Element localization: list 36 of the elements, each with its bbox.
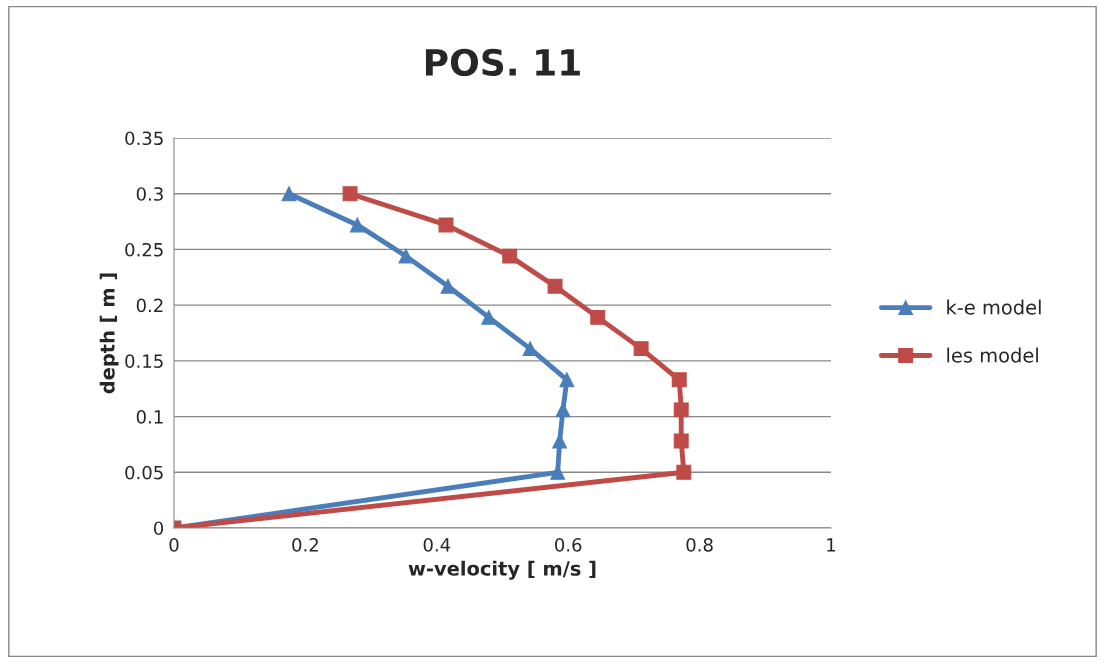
- point: [440, 278, 456, 294]
- point: [673, 433, 689, 449]
- point: [671, 372, 687, 388]
- point: [555, 402, 571, 418]
- y-tick-label: 0.35: [125, 131, 163, 146]
- y-axis-title: depth [ m ]: [99, 273, 119, 394]
- point: [559, 372, 575, 388]
- point: [398, 248, 414, 264]
- legend-label: k-e model: [947, 299, 1041, 315]
- y-tick-label: 0: [153, 521, 164, 536]
- point: [673, 402, 689, 418]
- y-tick-label: 0.2: [136, 298, 163, 313]
- chart-title: POS. 11: [425, 48, 580, 77]
- legend-label: les model: [947, 347, 1038, 363]
- x-tick-label: 0: [169, 538, 179, 552]
- y-tick-label: 0.3: [136, 187, 163, 201]
- point: [633, 341, 649, 357]
- point: [481, 309, 497, 325]
- point: [502, 248, 518, 264]
- x-tick-label: 0.8: [686, 538, 713, 552]
- y-tick-label: 0.25: [125, 242, 163, 257]
- y-tick-label: 0.1: [136, 410, 163, 424]
- x-tick-label: 0.6: [555, 538, 582, 552]
- x-axis-title: w-velocity [ m/s ]: [408, 560, 596, 580]
- point: [590, 309, 606, 325]
- point: [342, 186, 358, 202]
- point: [547, 278, 563, 294]
- x-tick-label: 0.4: [423, 538, 451, 552]
- x-tick-label: 0.2: [292, 538, 318, 552]
- x-tick-label: 1: [827, 538, 836, 552]
- point: [676, 464, 692, 480]
- y-tick-label: 0.15: [125, 354, 163, 368]
- point: [281, 186, 297, 202]
- point: [438, 217, 454, 233]
- point: [349, 217, 365, 233]
- y-tick-label: 0.05: [125, 465, 163, 480]
